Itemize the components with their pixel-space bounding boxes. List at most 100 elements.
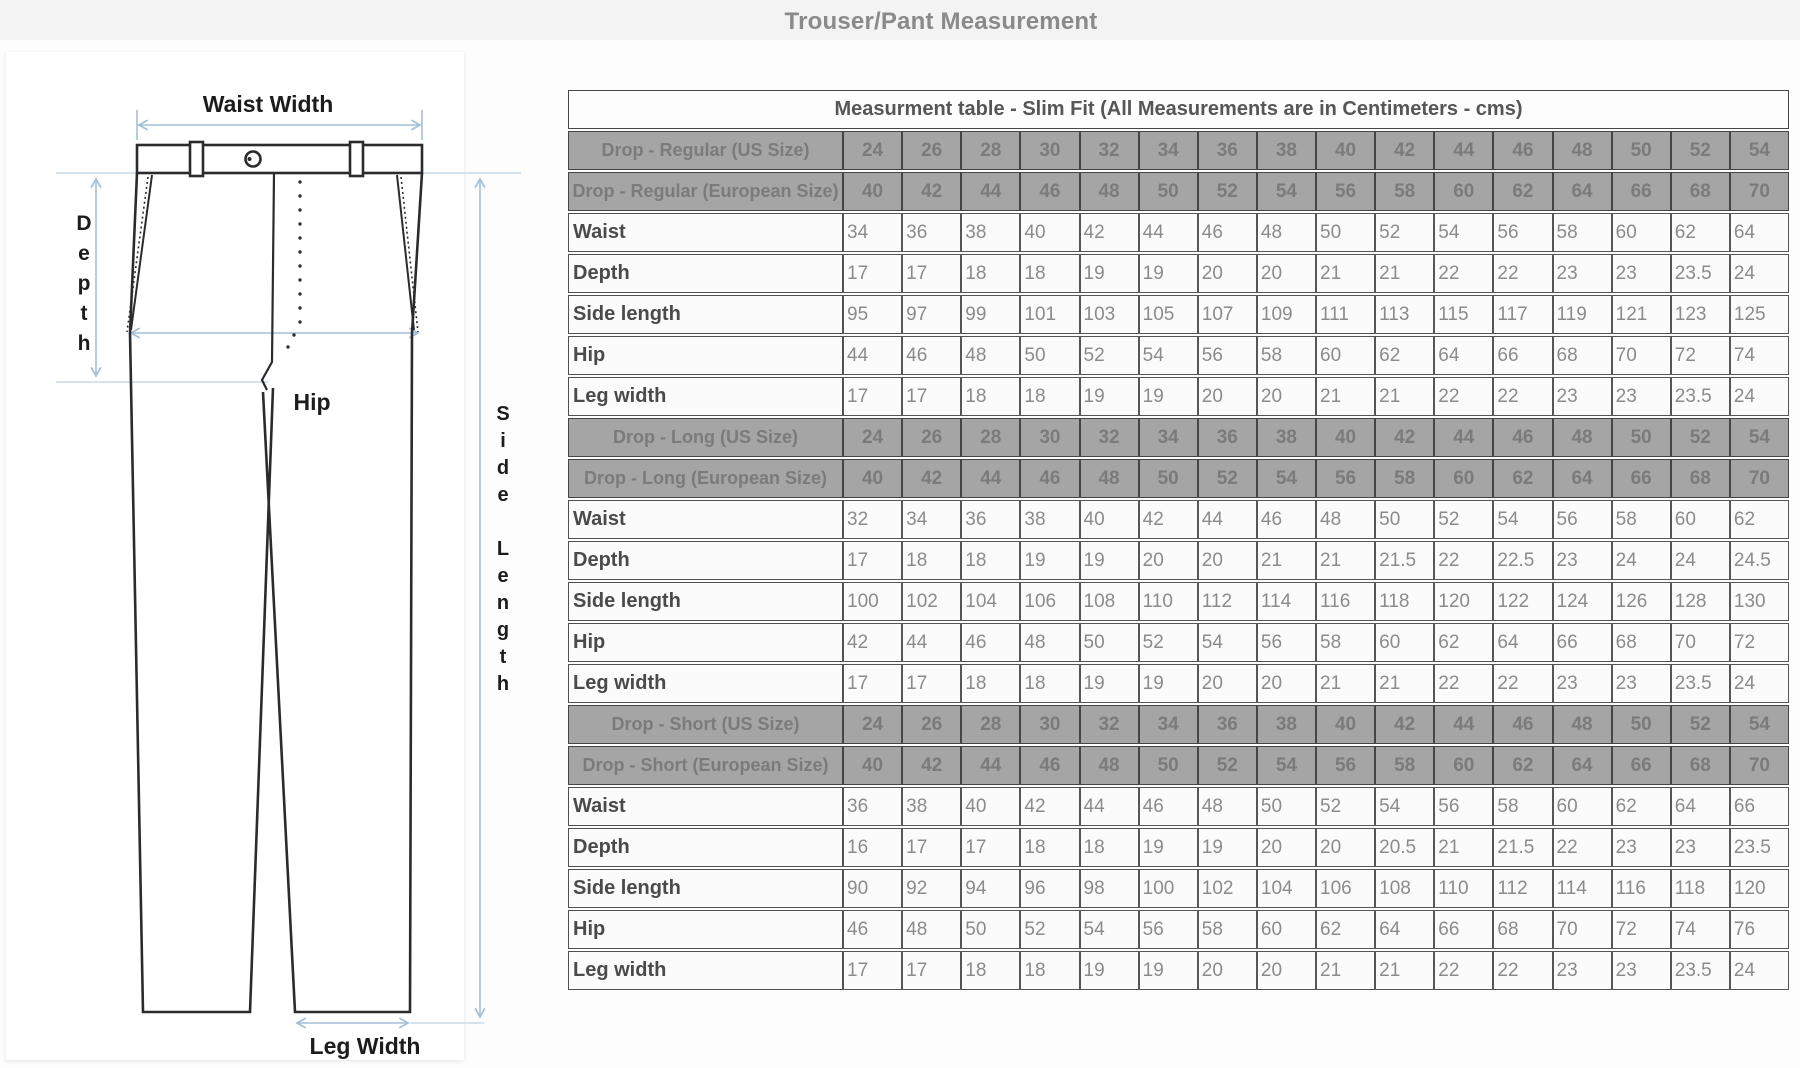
measurement-cell: 24 — [1729, 664, 1789, 703]
measurement-cell: 24 — [1670, 541, 1730, 580]
eu-size-cell: 68 — [1670, 459, 1730, 498]
measurement-cell: 19 — [1138, 254, 1198, 293]
eu-size-cell: 54 — [1256, 746, 1316, 785]
measurement-row: Depth 16 17 17 18 18 19 19 20 20 20.5 21 21.5 22 23 23 2… — [568, 828, 1789, 867]
measurement-cell: 106 — [1020, 582, 1080, 621]
measurement-cell: 21 — [1316, 951, 1376, 990]
eu-size-cell: 62 — [1493, 746, 1553, 785]
us-size-cell: 50 — [1611, 705, 1671, 744]
measurement-cell: 122 — [1493, 582, 1553, 621]
measurement-cell: 21.5 — [1493, 828, 1553, 867]
measurement-cell: 20 — [1197, 254, 1257, 293]
us-size-cell: 32 — [1079, 131, 1139, 170]
us-size-cell: 24 — [843, 131, 903, 170]
measurement-cell: 22 — [1493, 951, 1553, 990]
measurement-row: Side length 100 102 104 106 108 110 112 114 116 11… — [568, 582, 1789, 621]
measurement-cell: 18 — [961, 664, 1021, 703]
measurement-cell: 48 — [902, 910, 962, 949]
right-leg — [261, 172, 424, 1014]
measurement-cell: 52 — [1375, 213, 1435, 252]
measurement-cell: 22 — [1493, 254, 1553, 293]
measurement-cell: 104 — [1256, 869, 1316, 908]
us-size-cell: 36 — [1197, 131, 1257, 170]
measurement-table: Measurment table - Slim Fit (All Measure… — [568, 88, 1789, 992]
measurement-cell: 17 — [843, 664, 903, 703]
measurement-cell: 130 — [1729, 582, 1789, 621]
measurement-cell: 17 — [843, 377, 903, 416]
measurement-cell: 36 — [843, 787, 903, 826]
us-size-cell: 38 — [1256, 131, 1316, 170]
measurement-cell: 54 — [1434, 213, 1494, 252]
measurement-cell: 60 — [1670, 500, 1730, 539]
measurement-cell: 128 — [1670, 582, 1730, 621]
measurement-cell: 50 — [1079, 623, 1139, 662]
measurement-cell: 126 — [1611, 582, 1671, 621]
measurement-cell: 56 — [1434, 787, 1494, 826]
measurement-cell: 21 — [1375, 254, 1435, 293]
measurement-cell: 23 — [1552, 377, 1612, 416]
measurement-cell: 24 — [1729, 254, 1789, 293]
measurement-cell: 17 — [902, 377, 962, 416]
measurement-cell: 116 — [1611, 869, 1671, 908]
diagram-background — [6, 52, 464, 1060]
measurement-cell: 104 — [961, 582, 1021, 621]
crease-dots — [286, 180, 302, 349]
measurement-cell: 44 — [1138, 213, 1198, 252]
us-size-cell: 50 — [1611, 418, 1671, 457]
us-size-row: Drop - Regular (US Size) 24 26 28 30 32 34 36 38… — [568, 131, 1789, 170]
eu-size-cell: 66 — [1611, 459, 1671, 498]
us-size-cell: 52 — [1670, 705, 1730, 744]
measurement-cell: 56 — [1493, 213, 1553, 252]
measurement-cell: 46 — [961, 623, 1021, 662]
measurement-cell: 70 — [1552, 910, 1612, 949]
measurement-cell: 20 — [1197, 541, 1257, 580]
measurement-row: Side length 90 92 94 96 98 100 102 104 106 108 110 1… — [568, 869, 1789, 908]
eu-size-cell: 44 — [961, 746, 1021, 785]
measurement-cell: 58 — [1611, 500, 1671, 539]
measurement-cell: 32 — [843, 500, 903, 539]
measurement-cell: 102 — [1197, 869, 1257, 908]
eu-size-cell: 62 — [1493, 459, 1553, 498]
eu-size-cell: 52 — [1197, 459, 1257, 498]
measurement-cell: 24.5 — [1729, 541, 1789, 580]
measurement-cell: 108 — [1079, 582, 1139, 621]
leg-width-label: Leg Width — [310, 1033, 421, 1059]
measurement-cell: 94 — [961, 869, 1021, 908]
measurement-cell: 36 — [902, 213, 962, 252]
measurement-cell: 101 — [1020, 295, 1080, 334]
measurement-row: Waist 32 34 36 38 40 42 44 46 48 50 52 54 56 58 60 62 — [568, 500, 1789, 539]
measurement-cell: 115 — [1434, 295, 1494, 334]
measurement-cell: 17 — [902, 254, 962, 293]
measurement-cell: 20 — [1256, 664, 1316, 703]
measurement-cell: 52 — [1020, 910, 1080, 949]
eu-size-cell: 46 — [1020, 459, 1080, 498]
measurement-cell: 21 — [1375, 377, 1435, 416]
measurement-arrows — [90, 110, 486, 1029]
eu-size-cell: 66 — [1611, 746, 1671, 785]
measurement-cell: 18 — [902, 541, 962, 580]
measurement-cell: 64 — [1493, 623, 1553, 662]
measurement-cell: 19 — [1079, 541, 1139, 580]
measurement-cell: 22 — [1493, 664, 1553, 703]
measurement-cell: 21 — [1316, 377, 1376, 416]
eu-size-row: Drop - Long (European Size) 40 42 44 46 48 50 5… — [568, 459, 1789, 498]
measurement-cell: 17 — [961, 828, 1021, 867]
eu-size-cell: 70 — [1729, 172, 1789, 211]
eu-size-cell: 58 — [1375, 172, 1435, 211]
us-size-cell: 34 — [1138, 705, 1198, 744]
us-size-cell: 40 — [1316, 418, 1376, 457]
measurement-row: Waist 36 38 40 42 44 46 48 50 52 54 56 58 60 62 64 66 — [568, 787, 1789, 826]
measurement-cell: 20.5 — [1375, 828, 1435, 867]
measurement-cell: 48 — [1256, 213, 1316, 252]
eu-size-cell: 68 — [1670, 746, 1730, 785]
measurement-cell: 114 — [1552, 869, 1612, 908]
measurement-cell: 120 — [1434, 582, 1494, 621]
measurement-cell: 20 — [1256, 254, 1316, 293]
measurement-cell: 21 — [1316, 254, 1376, 293]
measurement-cell: 42 — [1079, 213, 1139, 252]
waist-button — [244, 150, 262, 168]
measurement-cell: 44 — [843, 336, 903, 375]
measurement-cell: 66 — [1434, 910, 1494, 949]
measurement-cell: 18 — [1020, 664, 1080, 703]
